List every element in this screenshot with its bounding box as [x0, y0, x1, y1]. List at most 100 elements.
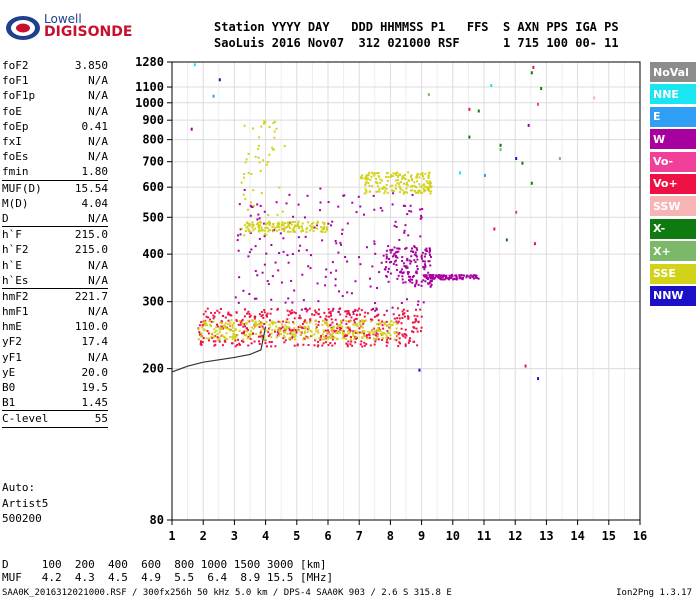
echo-point [398, 238, 401, 241]
echo-point [205, 323, 208, 326]
echo-point [327, 337, 330, 340]
echo-point [408, 259, 411, 262]
echo-point [378, 323, 381, 326]
echo-point [422, 187, 425, 190]
echo-point [421, 173, 424, 176]
echo-point [213, 331, 216, 334]
echo-point [429, 255, 432, 258]
echo-point [425, 249, 428, 252]
echo-point [205, 337, 208, 340]
d-label: D [2, 558, 9, 571]
echo-point [335, 337, 338, 340]
echo-point [363, 213, 366, 216]
param-row: hmF1 N/A [2, 304, 108, 319]
echo-point [425, 180, 428, 183]
echo-point [254, 321, 257, 324]
echo-point [306, 330, 309, 333]
echo-point [416, 180, 419, 183]
echo-point [360, 319, 363, 322]
echo-point [352, 334, 355, 337]
param-value: 1.45 [81, 396, 109, 410]
echo-point [301, 322, 304, 325]
echo-point [329, 342, 332, 345]
echo-point [354, 341, 357, 344]
echo-point [379, 332, 382, 335]
echo-point [328, 336, 331, 339]
y-tick-label: 80 [150, 513, 164, 527]
echo-point [401, 333, 404, 336]
param-key: foEp [2, 119, 29, 133]
echo-point [407, 315, 410, 318]
echo-point [249, 330, 252, 333]
param-key: fmin [2, 165, 29, 179]
echo-point [345, 338, 348, 341]
echo-point [372, 194, 375, 197]
echo-point [442, 274, 445, 277]
echo-point [389, 334, 392, 337]
echo-point [307, 221, 310, 224]
echo-point [356, 332, 359, 335]
echo-point [251, 226, 254, 229]
echo-point [301, 225, 304, 228]
echo-point [461, 278, 464, 281]
echo-point [321, 319, 324, 322]
echo-point [282, 337, 285, 340]
echo-point [334, 284, 337, 287]
echo-point [263, 235, 266, 238]
echo-point [407, 275, 410, 278]
echo-point [412, 250, 415, 253]
legend-item: W [650, 129, 696, 150]
param-value: N/A [88, 350, 108, 364]
echo-point [405, 183, 408, 186]
echo-point [215, 329, 218, 332]
echo-point [353, 321, 356, 324]
echo-point [484, 173, 486, 177]
echo-point [353, 337, 356, 340]
echo-point [407, 179, 410, 182]
param-row: fxI N/A [2, 134, 108, 149]
echo-point [371, 185, 374, 188]
echo-point [447, 278, 450, 281]
echo-point [347, 311, 350, 314]
echo-point [249, 338, 252, 341]
echo-point [304, 326, 307, 329]
echo-point [365, 246, 368, 249]
echo-point [316, 227, 319, 230]
echo-point [202, 313, 205, 316]
echo-point [363, 332, 366, 335]
echo-point [286, 318, 289, 321]
echo-point [391, 189, 394, 192]
echo-point [307, 344, 310, 347]
echo-point [303, 332, 306, 335]
digisonde-logo: Lowell DIGISONDE [4, 8, 132, 42]
echo-point [299, 333, 302, 336]
echo-point [411, 330, 414, 333]
echo-point [419, 217, 422, 220]
echo-point [338, 290, 341, 293]
echo-point [222, 335, 225, 338]
echo-point [346, 343, 349, 346]
echo-point [267, 335, 270, 338]
echo-point [442, 278, 445, 281]
echo-point [258, 342, 261, 345]
echo-point [421, 191, 424, 194]
echo-point [409, 204, 412, 207]
echo-point [242, 176, 245, 179]
echo-point [382, 187, 385, 190]
echo-point [289, 226, 292, 229]
echo-point [402, 308, 405, 311]
echo-point [268, 333, 271, 336]
echo-point [407, 317, 410, 320]
param-value: N/A [88, 258, 108, 272]
echo-point [220, 327, 223, 330]
echo-point [455, 277, 458, 280]
echo-point [230, 319, 233, 322]
echo-point [362, 320, 365, 323]
echo-point [292, 215, 295, 218]
param-value: 1.80 [81, 165, 109, 179]
param-row: foF1 N/A [2, 73, 108, 88]
echo-point [215, 326, 218, 329]
param-value: N/A [88, 273, 108, 287]
echo-point [432, 274, 435, 277]
echo-point [317, 340, 320, 343]
